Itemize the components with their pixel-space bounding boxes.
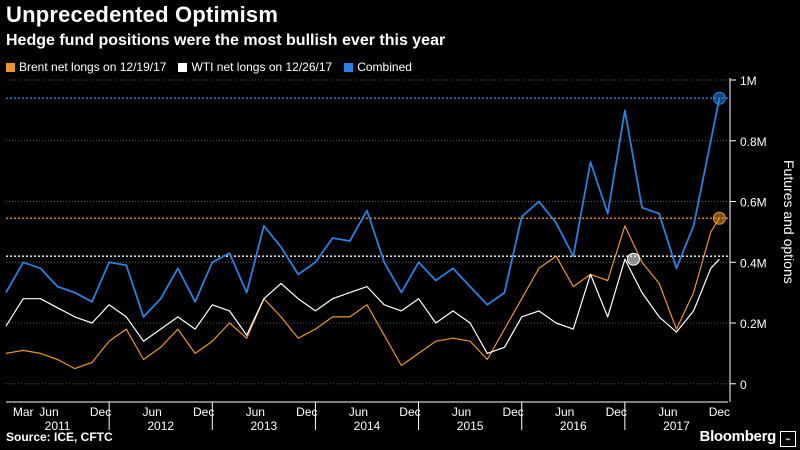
y-tick-label: 0.8M xyxy=(740,135,767,149)
series-line-1 xyxy=(5,217,720,370)
x-tick-label-year: 2016 xyxy=(560,419,587,433)
x-tick-label-year: 2011 xyxy=(45,419,71,433)
chart-subtitle: Hedge fund positions were the most bulli… xyxy=(6,32,446,49)
legend-label-brent: Brent net longs on 12/19/17 xyxy=(19,60,167,74)
legend-item-combined: Combined xyxy=(344,60,412,74)
x-tick-label-month: Jun xyxy=(39,405,58,419)
x-tick-label-month: Dec xyxy=(399,405,420,419)
legend-label-combined: Combined xyxy=(357,60,412,74)
x-tick-label-month: Dec xyxy=(502,405,523,419)
bloomberg-mark-icon: ⌁ xyxy=(780,431,796,447)
x-tick-label-month: Jun xyxy=(555,405,574,419)
x-tick-label-month: Mar xyxy=(13,405,34,419)
x-tick-label-month: Jun xyxy=(142,405,161,419)
x-tick-label-month: Jun xyxy=(349,405,368,419)
x-tick-label-month: Dec xyxy=(709,405,730,419)
y-tick-label: 0.6M xyxy=(740,196,767,210)
x-tick-label-year: 2013 xyxy=(251,419,278,433)
y-tick-label: 0 xyxy=(740,378,747,392)
legend-swatch-wti xyxy=(178,62,188,72)
legend-item-wti: WTI net longs on 12/26/17 xyxy=(178,60,332,74)
x-tick-label-month: Jun xyxy=(658,405,677,419)
x-tick-label-year: 2014 xyxy=(354,419,381,433)
y-tick-label: 0.2M xyxy=(740,317,767,331)
x-tick-label-year: 2012 xyxy=(147,419,174,433)
x-tick-label-month: Dec xyxy=(296,405,317,419)
legend-swatch-combined xyxy=(344,62,354,72)
x-tick-label-year: 2017 xyxy=(663,419,690,433)
y-tick-label: 0.4M xyxy=(740,256,767,270)
bloomberg-logo: Bloomberg xyxy=(699,428,777,445)
series-marker-1 xyxy=(712,211,726,225)
legend-label-wti: WTI net longs on 12/26/17 xyxy=(191,60,333,74)
y-axis-label: Futures and options xyxy=(781,160,797,284)
x-tick-label-month: Dec xyxy=(606,405,627,419)
x-tick-label-month: Dec xyxy=(90,405,111,419)
x-tick-label-month: Jun xyxy=(246,405,265,419)
x-tick-label-month: Dec xyxy=(193,405,214,419)
chart-title: Unprecedented Optimism xyxy=(6,2,279,27)
series-marker-0 xyxy=(712,91,726,105)
y-tick-label: 1M xyxy=(740,74,757,88)
legend-item-brent: Brent net longs on 12/19/17 xyxy=(6,60,166,74)
source-note: Source: ICE, CFTC xyxy=(6,430,113,444)
series-marker-2 xyxy=(626,252,640,266)
series-line-0 xyxy=(5,98,721,318)
legend: Brent net longs on 12/19/17 WTI net long… xyxy=(6,60,412,74)
legend-swatch-brent xyxy=(6,62,15,72)
x-tick-label-month: Jun xyxy=(452,405,471,419)
x-tick-label-year: 2015 xyxy=(457,419,484,433)
series-line-2 xyxy=(5,258,720,354)
